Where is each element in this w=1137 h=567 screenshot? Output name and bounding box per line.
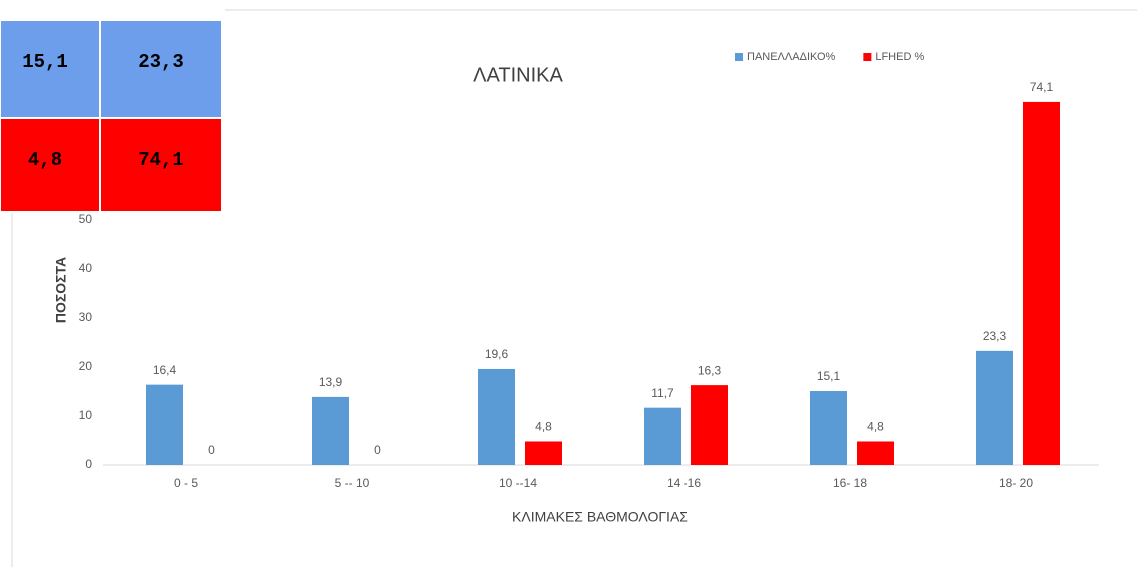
y-tick-label: 10 xyxy=(79,408,93,422)
data-label: 4,8 xyxy=(535,420,552,434)
y-tick-label: 0 xyxy=(85,457,92,471)
y-axis-label: ΠΟΣΟΣΤΑ xyxy=(53,257,69,323)
bar xyxy=(146,384,183,465)
table-cell-text: 15,1 xyxy=(22,51,68,73)
x-tick-label: 14 -16 xyxy=(667,476,701,490)
x-tick-label: 5 -- 10 xyxy=(335,476,370,490)
y-tick-label: 30 xyxy=(79,310,93,324)
x-tick-label: 16- 18 xyxy=(833,476,867,490)
data-label: 16,4 xyxy=(153,363,177,377)
data-label: 15,1 xyxy=(817,369,841,383)
table-cell-text: 23,3 xyxy=(138,51,184,73)
data-label: 74,1 xyxy=(1030,80,1054,94)
table-cell xyxy=(0,19,101,119)
data-label: 23,3 xyxy=(983,329,1007,343)
legend-swatch xyxy=(735,53,743,61)
x-axis-label: ΚΛΙΜΑΚΕΣ ΒΑΘΜΟΛΟΓΙΑΣ xyxy=(512,509,688,525)
bar xyxy=(312,396,349,465)
data-label: 11,7 xyxy=(651,386,674,400)
legend-label: LFHED % xyxy=(875,51,924,63)
data-label: 13,9 xyxy=(319,375,343,389)
bar xyxy=(478,368,515,465)
chart-title: ΛΑΤΙΝΙΚΑ xyxy=(473,64,563,86)
data-label: 0 xyxy=(374,443,381,457)
table-cell xyxy=(99,117,223,213)
legend-swatch xyxy=(863,53,872,61)
table-cell xyxy=(0,117,101,213)
bar xyxy=(1023,101,1060,465)
legend-label: ΠΑΝΕΛΛΑΔΙΚΟ% xyxy=(747,51,836,63)
y-tick-label: 20 xyxy=(79,359,93,373)
bar xyxy=(525,441,562,465)
y-tick-label: 40 xyxy=(79,261,93,275)
data-label: 19,6 xyxy=(485,347,509,361)
table-cell-text: 4,8 xyxy=(28,149,62,171)
x-tick-label: 0 - 5 xyxy=(174,476,198,490)
y-tick-label: 50 xyxy=(79,212,93,226)
bar xyxy=(857,441,894,465)
bar xyxy=(691,385,728,465)
bar xyxy=(810,391,847,465)
data-label: 0 xyxy=(208,443,215,457)
bar xyxy=(644,407,681,465)
data-label: 4,8 xyxy=(867,420,884,434)
x-tick-label: 10 --14 xyxy=(499,476,537,490)
bar xyxy=(976,350,1013,465)
x-tick-label: 18- 20 xyxy=(999,476,1033,490)
table-cell-text: 74,1 xyxy=(138,149,184,171)
data-label: 16,3 xyxy=(698,363,722,377)
